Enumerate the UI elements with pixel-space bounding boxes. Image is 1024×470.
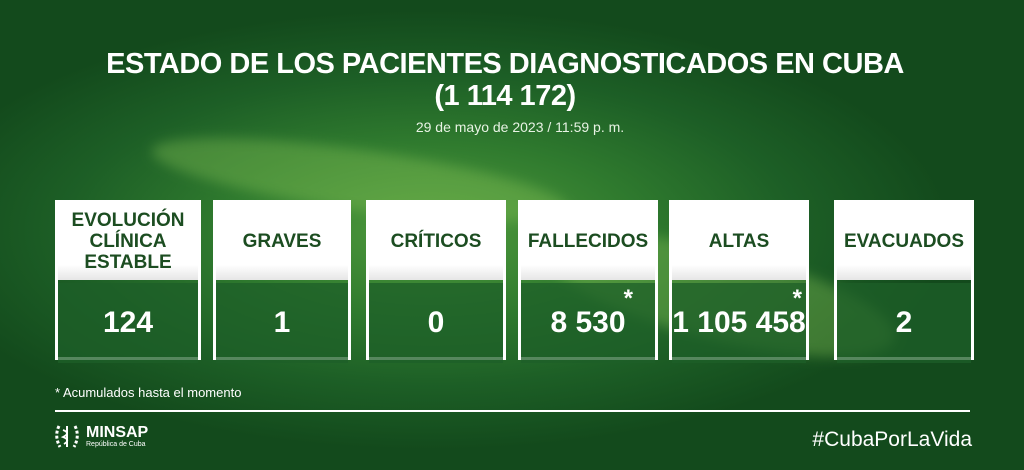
- card-evacuados: EVACUADOS 2: [834, 200, 974, 363]
- card-value: 2: [895, 306, 913, 339]
- card-label: CRÍTICOS: [369, 203, 503, 280]
- card-value-box: 124: [58, 283, 198, 363]
- card-value-box: 0: [369, 283, 503, 363]
- card-label: EVACUADOS: [837, 203, 971, 280]
- card-value: 1: [273, 306, 291, 339]
- total-count: (1 114 172): [434, 80, 576, 112]
- card-graves: GRAVES 1: [213, 200, 351, 363]
- card-label: EVOLUCIÓN CLÍNICA ESTABLE: [58, 203, 198, 280]
- asterisk: *: [623, 285, 633, 312]
- logo-subtitle: República de Cuba: [86, 440, 146, 448]
- footnote: * Acumulados hasta el momento: [55, 385, 242, 400]
- minsap-logo: MINSAP República de Cuba: [52, 421, 148, 451]
- cuba-map-shape: [147, 121, 573, 239]
- date-label: 29 de mayo de 2023 / 11:59 p. m.: [415, 119, 625, 135]
- card-value: 8 530: [550, 306, 626, 339]
- page-title: ESTADO DE LOS PACIENTES DIAGNOSTICADOS E…: [0, 48, 1010, 112]
- logo-text: MINSAP República de Cuba: [86, 423, 149, 448]
- card-value: 1 105 458: [672, 306, 806, 339]
- card-value-box: 1 105 458 *: [672, 283, 806, 363]
- card-estable: EVOLUCIÓN CLÍNICA ESTABLE 124: [55, 200, 201, 363]
- card-value-box: 1: [216, 283, 348, 363]
- divider: [55, 410, 970, 412]
- card-altas: ALTAS 1 105 458 *: [669, 200, 809, 363]
- card-criticos: CRÍTICOS 0: [366, 200, 506, 363]
- card-value-box: 2: [837, 283, 971, 363]
- card-value-box: 8 530 *: [521, 283, 655, 363]
- card-fallecidos: FALLECIDOS 8 530 *: [518, 200, 658, 363]
- card-value: 0: [427, 306, 445, 339]
- card-label: GRAVES: [216, 203, 348, 280]
- minsap-emblem-icon: [55, 425, 79, 448]
- asterisk: *: [792, 285, 802, 312]
- card-value: 124: [102, 306, 154, 339]
- card-label: FALLECIDOS: [521, 203, 655, 280]
- logo-name: MINSAP: [86, 423, 149, 441]
- hashtag: #CubaPorLaVida: [812, 428, 972, 451]
- card-label: ALTAS: [672, 203, 806, 280]
- title-text: ESTADO DE LOS PACIENTES DIAGNOSTICADOS E…: [106, 48, 904, 80]
